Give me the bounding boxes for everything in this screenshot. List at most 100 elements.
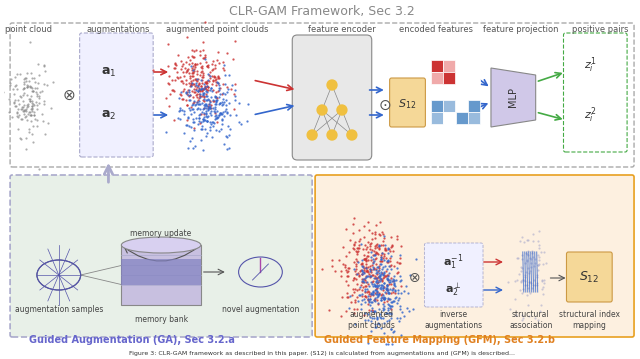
Point <box>360 242 370 248</box>
Point <box>338 261 348 266</box>
Point <box>374 321 385 327</box>
Point <box>33 61 43 66</box>
Point <box>186 63 196 69</box>
Point <box>344 249 355 255</box>
Point <box>356 279 367 284</box>
Point <box>378 272 388 278</box>
Point <box>205 110 215 116</box>
Point <box>371 249 381 255</box>
Point <box>383 259 393 265</box>
Point <box>388 286 398 292</box>
Point <box>19 111 29 117</box>
Point <box>17 106 27 112</box>
Point <box>377 251 387 256</box>
Point <box>344 265 354 271</box>
Point <box>373 301 383 307</box>
Point <box>401 283 412 289</box>
Point <box>220 81 230 87</box>
Point <box>193 83 203 89</box>
Point <box>214 101 224 106</box>
Point <box>22 83 32 88</box>
Point <box>369 297 379 303</box>
Point <box>205 105 215 111</box>
Point <box>191 101 201 107</box>
Point <box>31 99 42 105</box>
Point <box>388 278 399 283</box>
Point <box>195 93 205 98</box>
Point <box>362 253 372 258</box>
Point <box>175 91 185 97</box>
Point <box>230 97 240 103</box>
Point <box>205 73 216 79</box>
Point <box>199 86 209 92</box>
Point <box>381 282 392 288</box>
Point <box>375 275 385 281</box>
Point <box>27 101 37 106</box>
Point <box>32 92 42 97</box>
Point <box>25 83 35 89</box>
FancyBboxPatch shape <box>315 175 634 337</box>
Point <box>199 105 209 111</box>
Point <box>191 82 201 88</box>
Point <box>182 117 192 123</box>
Point <box>390 288 401 293</box>
Point <box>524 285 534 291</box>
Point <box>214 112 224 118</box>
Point <box>537 286 547 292</box>
Point <box>372 288 382 294</box>
Text: augmentation samples: augmentation samples <box>15 306 103 314</box>
Point <box>523 265 533 271</box>
Point <box>402 305 412 311</box>
Point <box>184 80 195 86</box>
Point <box>224 100 234 106</box>
Point <box>374 314 385 320</box>
Point <box>207 135 217 140</box>
Point <box>366 290 376 296</box>
Point <box>176 92 186 98</box>
Bar <box>468 112 480 124</box>
Point <box>212 119 223 125</box>
Point <box>383 296 394 302</box>
Point <box>365 266 375 272</box>
Point <box>33 80 44 86</box>
Point <box>195 87 205 93</box>
Point <box>385 303 395 309</box>
Text: structural
association: structural association <box>509 310 552 330</box>
Point <box>352 281 362 287</box>
Point <box>24 109 35 115</box>
Point <box>518 277 529 283</box>
Point <box>15 136 25 141</box>
Point <box>360 299 370 304</box>
Point <box>388 329 399 335</box>
Point <box>408 307 418 312</box>
Point <box>189 48 200 53</box>
Point <box>372 268 383 274</box>
Point <box>538 261 548 266</box>
Point <box>200 56 210 62</box>
Point <box>39 101 49 107</box>
Point <box>192 76 202 82</box>
Point <box>12 86 22 92</box>
Point <box>199 117 209 123</box>
Point <box>348 230 358 236</box>
Point <box>358 279 369 284</box>
Point <box>352 271 362 277</box>
Point <box>384 281 394 287</box>
Point <box>361 255 371 261</box>
Point <box>369 281 380 287</box>
Point <box>210 102 220 107</box>
Point <box>218 109 228 115</box>
Point <box>35 100 45 106</box>
Point <box>27 75 37 80</box>
Point <box>198 146 208 152</box>
Point <box>368 291 378 297</box>
Point <box>532 262 543 268</box>
Point <box>384 296 394 302</box>
Point <box>177 89 187 95</box>
FancyBboxPatch shape <box>79 33 153 157</box>
Point <box>386 281 396 287</box>
Point <box>381 285 392 291</box>
Point <box>0 89 8 94</box>
Point <box>386 299 396 304</box>
Point <box>371 283 381 289</box>
